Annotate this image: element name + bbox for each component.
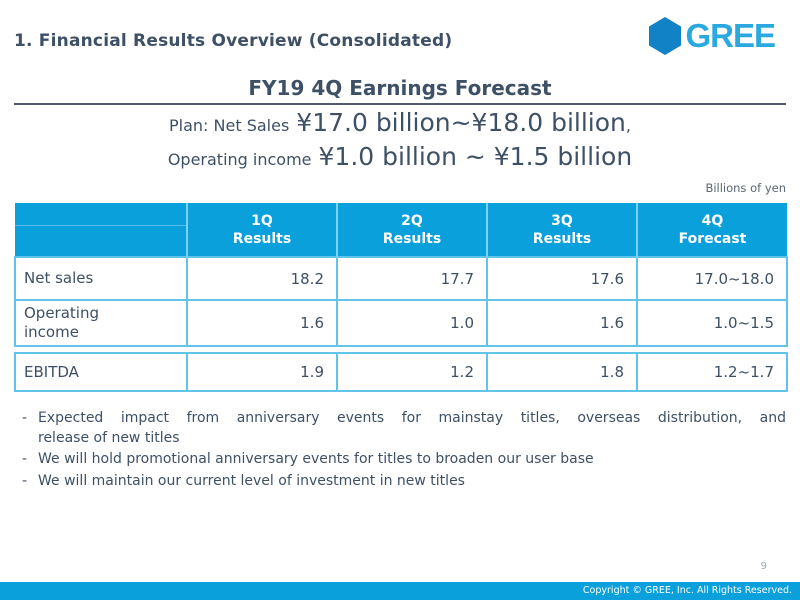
table-header-3q: 3Q Results bbox=[486, 203, 637, 257]
operating-income-label: Operating income bbox=[24, 304, 99, 341]
ebitda-table: EBITDA 1.9 1.2 1.8 1.2~1.7 bbox=[14, 352, 788, 392]
bullet2-text: We will hold promotional anniversary eve… bbox=[38, 451, 594, 467]
plan-line1-label: Plan: Net Sales bbox=[169, 116, 290, 135]
operating-income-label-cell: Operating income bbox=[14, 299, 188, 347]
operating-income-1q: 1.6 bbox=[186, 299, 338, 347]
gree-hexagon-icon bbox=[649, 17, 682, 55]
bullet1-line1: Expected impact from anniversary events … bbox=[38, 410, 786, 426]
ebitda-1q: 1.9 bbox=[186, 352, 338, 392]
plan-statement: Plan: Net Sales ¥17.0 billion~¥18.0 billi… bbox=[0, 107, 800, 175]
header-3q-bottom: Results bbox=[532, 230, 592, 247]
net-sales-4q: 17.0~18.0 bbox=[636, 256, 788, 301]
net-sales-2q: 17.7 bbox=[336, 256, 488, 301]
table-header-row: 1Q Results 2Q Results 3Q Results 4Q Fore… bbox=[15, 203, 787, 257]
header-2q-bottom: Results bbox=[382, 230, 442, 247]
header-cell-divider-line bbox=[14, 225, 186, 226]
header-1q-top: 1Q bbox=[251, 212, 273, 229]
table-header-4q: 4Q Forecast bbox=[636, 203, 787, 257]
table-header-2q: 2Q Results bbox=[336, 203, 487, 257]
gree-logo-text: GREE bbox=[685, 17, 776, 54]
gree-logo: GREE bbox=[648, 16, 776, 56]
bullet-dash: - bbox=[22, 451, 28, 467]
page-number: 9 bbox=[760, 561, 767, 572]
table-header-empty-cell bbox=[15, 203, 187, 257]
plan-line2-label: Operating income bbox=[167, 150, 312, 169]
title-underline bbox=[14, 103, 786, 105]
plan-line-1: Plan: Net Sales ¥17.0 billion~¥18.0 billi… bbox=[0, 107, 800, 141]
operating-income-3q: 1.6 bbox=[486, 299, 638, 347]
ebitda-4q: 1.2~1.7 bbox=[636, 352, 788, 392]
header-2q-top: 2Q bbox=[401, 212, 423, 229]
bullet3-text: We will maintain our current level of in… bbox=[38, 472, 465, 489]
plan-line1-suffix: , bbox=[625, 116, 631, 135]
bullet-dash: - bbox=[22, 472, 28, 489]
table-row-operating-income: Operating income 1.6 1.0 1.6 1.0~1.5 bbox=[14, 299, 788, 347]
header-4q-bottom: Forecast bbox=[678, 230, 747, 247]
bullet-dash: - bbox=[22, 410, 28, 426]
operating-income-4q: 1.0~1.5 bbox=[636, 299, 788, 347]
table-row-net-sales: Net sales 18.2 17.7 17.6 17.0~18.0 bbox=[14, 256, 788, 301]
ebitda-label: EBITDA bbox=[14, 352, 188, 392]
copyright-text: Copyright © GREE, Inc. All Rights Reserv… bbox=[582, 585, 792, 596]
header-1q-bottom: Results bbox=[232, 230, 292, 247]
net-sales-1q: 18.2 bbox=[186, 256, 338, 301]
table-row-ebitda: EBITDA 1.9 1.2 1.8 1.2~1.7 bbox=[14, 352, 788, 392]
unit-label: Billions of yen bbox=[705, 181, 786, 195]
list-item: - We will hold promotional anniversary e… bbox=[14, 450, 786, 470]
list-item: - We will maintain our current level of … bbox=[14, 472, 786, 492]
ebitda-2q: 1.2 bbox=[336, 352, 488, 392]
plan-line2-value: ¥1.0 billion ~ ¥1.5 billion bbox=[318, 142, 633, 171]
list-item: - Expected impact from anniversary event… bbox=[14, 409, 786, 448]
section-title: 1. Financial Results Overview (Consolida… bbox=[14, 31, 453, 51]
bullet1-line2: release of new titles bbox=[38, 429, 180, 446]
ebitda-3q: 1.8 bbox=[486, 352, 638, 392]
plan-line-2: Operating income ¥1.0 billion ~ ¥1.5 bill… bbox=[0, 141, 800, 175]
page-title: FY19 4Q Earnings Forecast bbox=[248, 76, 552, 100]
footer-copyright-bar: Copyright © GREE, Inc. All Rights Reserv… bbox=[0, 582, 800, 600]
header-4q-top: 4Q bbox=[701, 212, 724, 229]
table-header-1q: 1Q Results bbox=[186, 203, 337, 257]
operating-income-2q: 1.0 bbox=[336, 299, 488, 347]
notes-list: - Expected impact from anniversary event… bbox=[14, 409, 786, 493]
net-sales-3q: 17.6 bbox=[486, 256, 638, 301]
results-table: 1Q Results 2Q Results 3Q Results 4Q Fore… bbox=[14, 203, 788, 347]
net-sales-label: Net sales bbox=[14, 256, 188, 301]
plan-line1-value: ¥17.0 billion~¥18.0 billion bbox=[296, 108, 626, 137]
header-3q-top: 3Q bbox=[551, 212, 573, 229]
